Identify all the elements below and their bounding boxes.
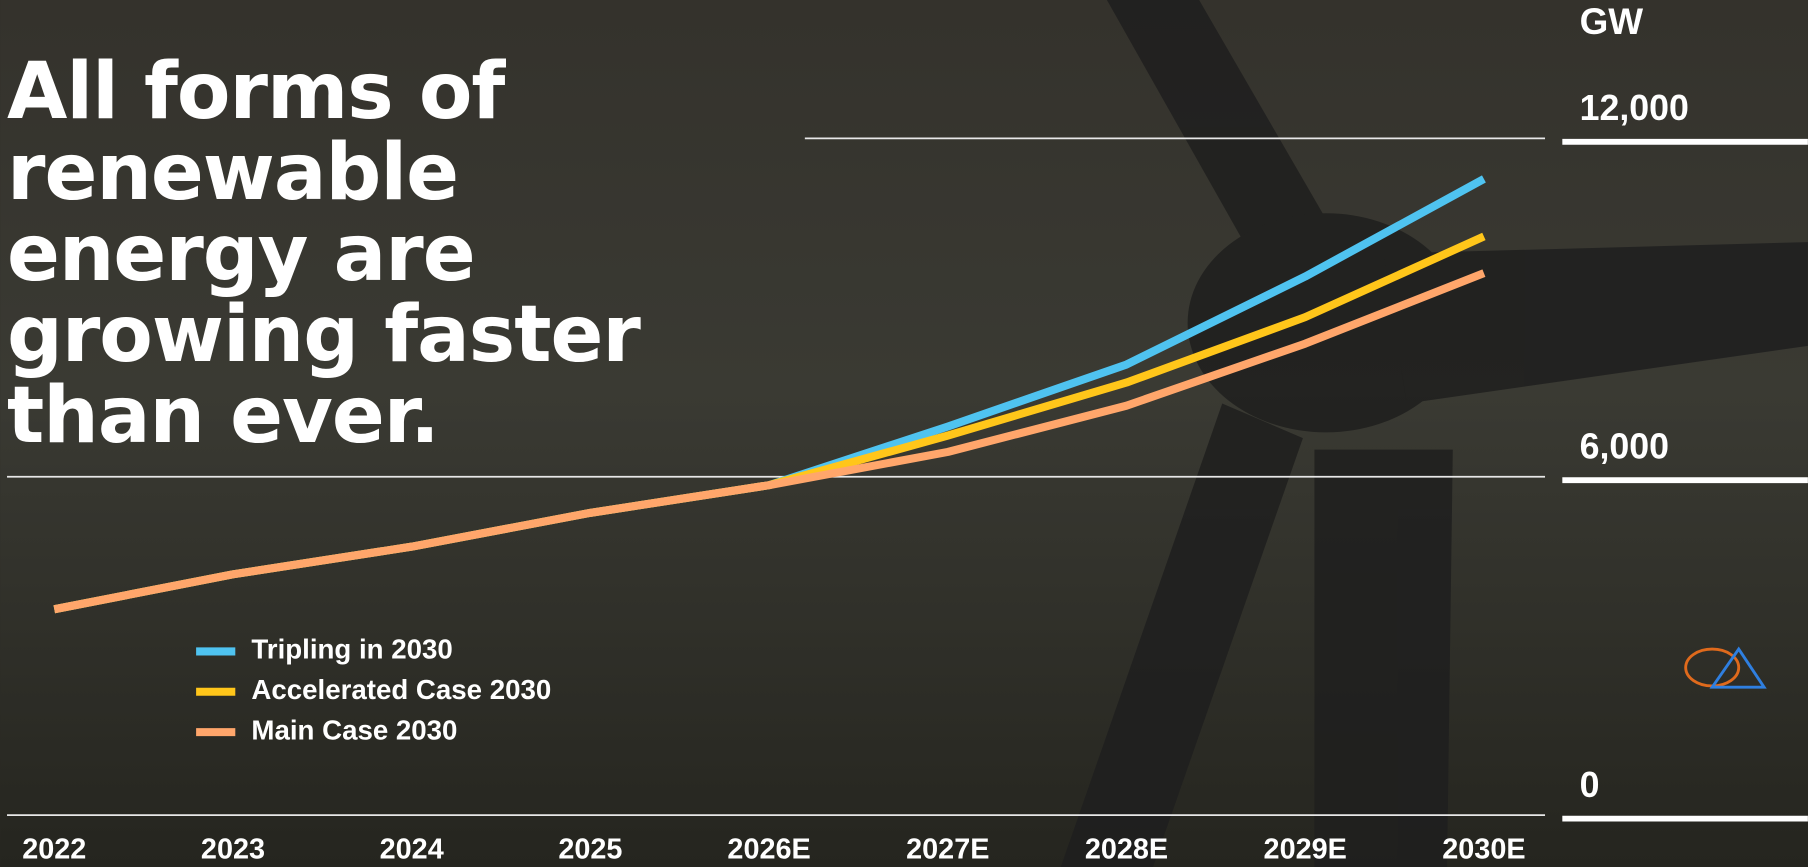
chart-title: All forms of renewable energy are growin… — [7, 47, 641, 461]
x-tick-label: 2027E — [906, 833, 989, 865]
logo — [1684, 646, 1767, 689]
y-axis-label: GW — [1580, 1, 1644, 42]
x-tick-label: 2029E — [1264, 833, 1347, 865]
x-tick-label: 2022 — [22, 833, 86, 865]
turbine — [1060, 0, 1808, 867]
series-line — [53, 269, 1486, 614]
y-tick-label: 12,000 — [1580, 88, 1689, 128]
x-tick-label: 2024 — [380, 833, 444, 865]
legend-label: Tripling in 2030 — [251, 634, 452, 665]
x-tick-label: 2030E — [1442, 833, 1525, 865]
y-tick-label: 6,000 — [1580, 427, 1669, 467]
x-tick-label: 2026E — [727, 833, 810, 865]
legend-label: Main Case 2030 — [251, 714, 457, 745]
x-tick-label: 2025 — [558, 833, 622, 865]
x-tick-label: 2023 — [201, 833, 265, 865]
y-tick-label: 0 — [1580, 765, 1600, 805]
x-tick-label: 2028E — [1085, 833, 1168, 865]
legend-label: Accelerated Case 2030 — [251, 674, 551, 705]
